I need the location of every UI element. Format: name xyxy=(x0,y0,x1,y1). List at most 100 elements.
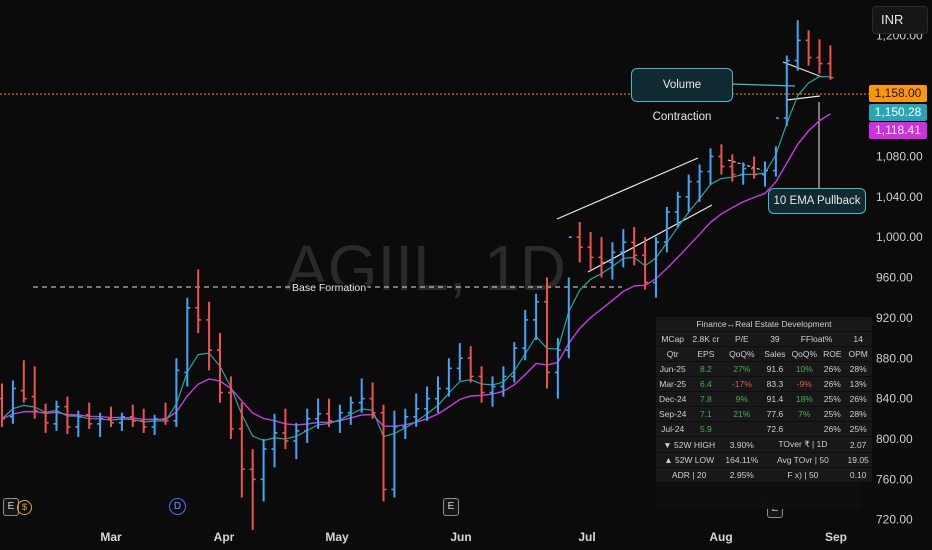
volume-pointer xyxy=(730,83,796,87)
price-bar xyxy=(685,174,692,212)
price-bar xyxy=(467,346,474,383)
ema-fast-tag: 1,150.28 xyxy=(869,104,927,121)
price-bar xyxy=(576,222,583,263)
ema-pullback-note: 10 EMA Pullback xyxy=(768,188,866,214)
price-bar xyxy=(740,162,747,185)
dividend-d-marker[interactable]: D xyxy=(169,498,186,515)
price-bar xyxy=(816,39,823,74)
earnings-event-marker[interactable]: E xyxy=(443,498,459,516)
price-bar xyxy=(326,398,332,427)
price-axis: 1,200.001,080.001,040.001,000.00960.0092… xyxy=(876,28,923,526)
price-bar xyxy=(369,382,376,419)
price-bar xyxy=(238,402,245,498)
price-bar xyxy=(336,404,343,433)
time-axis-label: Jul xyxy=(578,530,595,544)
price-bar xyxy=(108,406,114,427)
price-bar xyxy=(64,396,71,434)
price-bar xyxy=(772,117,779,177)
price-axis-label: 800.00 xyxy=(876,432,913,446)
price-bar xyxy=(293,422,300,460)
price-bar xyxy=(42,403,49,433)
price-bar xyxy=(424,386,431,421)
price-bar xyxy=(402,408,409,439)
price-bar xyxy=(587,232,594,270)
last-price-tag: 1,158.00 xyxy=(869,85,927,102)
volume-contraction-note: Volume Contraction xyxy=(631,68,733,123)
price-bar xyxy=(391,410,398,498)
price-bar xyxy=(805,30,812,66)
dividend-event-marker[interactable]: $ xyxy=(17,500,32,515)
price-bar xyxy=(707,148,714,185)
price-axis-label: 1,000.00 xyxy=(876,230,923,244)
time-axis-label: Sep xyxy=(825,530,847,544)
price-bar xyxy=(173,358,180,427)
price-bars xyxy=(0,20,834,530)
price-bar xyxy=(9,380,16,424)
ema-slow-tag: 1,118.41 xyxy=(869,122,927,139)
price-bar xyxy=(75,410,82,437)
ffloat-value: 14 xyxy=(844,332,872,346)
price-bar xyxy=(663,206,670,253)
price-bar xyxy=(565,236,572,359)
price-bar xyxy=(217,333,223,403)
price-bar xyxy=(184,297,191,387)
price-bar xyxy=(195,269,202,334)
price-bar xyxy=(445,358,452,397)
price-axis-label: 960.00 xyxy=(876,271,913,285)
price-bar xyxy=(358,378,365,413)
currency-button[interactable]: INR xyxy=(872,6,928,34)
price-bar xyxy=(97,412,104,437)
price-bar xyxy=(456,343,463,381)
price-bar xyxy=(347,396,354,425)
price-bar xyxy=(31,366,38,419)
price-bar xyxy=(282,408,289,450)
price-bar xyxy=(315,398,322,429)
price-bar xyxy=(718,144,725,175)
time-axis-label: May xyxy=(325,530,349,544)
price-bar xyxy=(642,237,649,290)
time-axis: Mar Apr May Jun Jul Aug Sep xyxy=(100,530,847,544)
price-bar xyxy=(674,191,681,228)
price-bar xyxy=(598,237,605,278)
channel-lower-line xyxy=(587,204,713,273)
price-bar xyxy=(489,376,496,407)
price-bar xyxy=(151,414,158,435)
time-axis-label: Aug xyxy=(709,530,732,544)
ffloat-label: FFloat% xyxy=(788,332,845,346)
price-bar xyxy=(249,449,256,530)
price-bar xyxy=(696,164,703,202)
price-bar xyxy=(653,237,659,298)
price-bar xyxy=(271,413,278,468)
consolidation-line xyxy=(727,159,763,171)
symbol-watermark: AGIIL, 1D xyxy=(285,232,566,304)
price-axis-label: 760.00 xyxy=(876,472,913,486)
price-bar xyxy=(53,400,60,431)
price-bar xyxy=(304,408,311,444)
price-bar xyxy=(118,412,125,431)
price-bar xyxy=(827,45,834,80)
price-bar xyxy=(729,154,736,182)
price-bar xyxy=(260,438,267,502)
price-bar xyxy=(762,161,768,187)
time-axis-label: Mar xyxy=(100,530,122,544)
price-bar xyxy=(533,293,540,341)
flag-lower-line xyxy=(786,95,821,101)
price-bar xyxy=(544,277,550,389)
price-bar xyxy=(609,242,616,280)
price-bar xyxy=(435,376,441,413)
price-bar xyxy=(20,360,27,403)
pe-value: 39 xyxy=(761,332,789,346)
price-bar xyxy=(0,383,5,427)
price-axis-label: 920.00 xyxy=(876,311,913,325)
time-axis-label: Jun xyxy=(450,530,471,544)
price-bar xyxy=(380,404,387,502)
flag-upper-line xyxy=(782,61,823,78)
price-bar xyxy=(620,229,627,268)
mcap-value: 2.8K cr xyxy=(689,332,723,346)
price-bar xyxy=(751,156,758,179)
financials-table: Finance↔Real Estate Development MCap 2.8… xyxy=(656,316,872,509)
price-bar xyxy=(783,55,790,127)
price-bar xyxy=(522,309,529,361)
price-bar xyxy=(631,227,638,266)
